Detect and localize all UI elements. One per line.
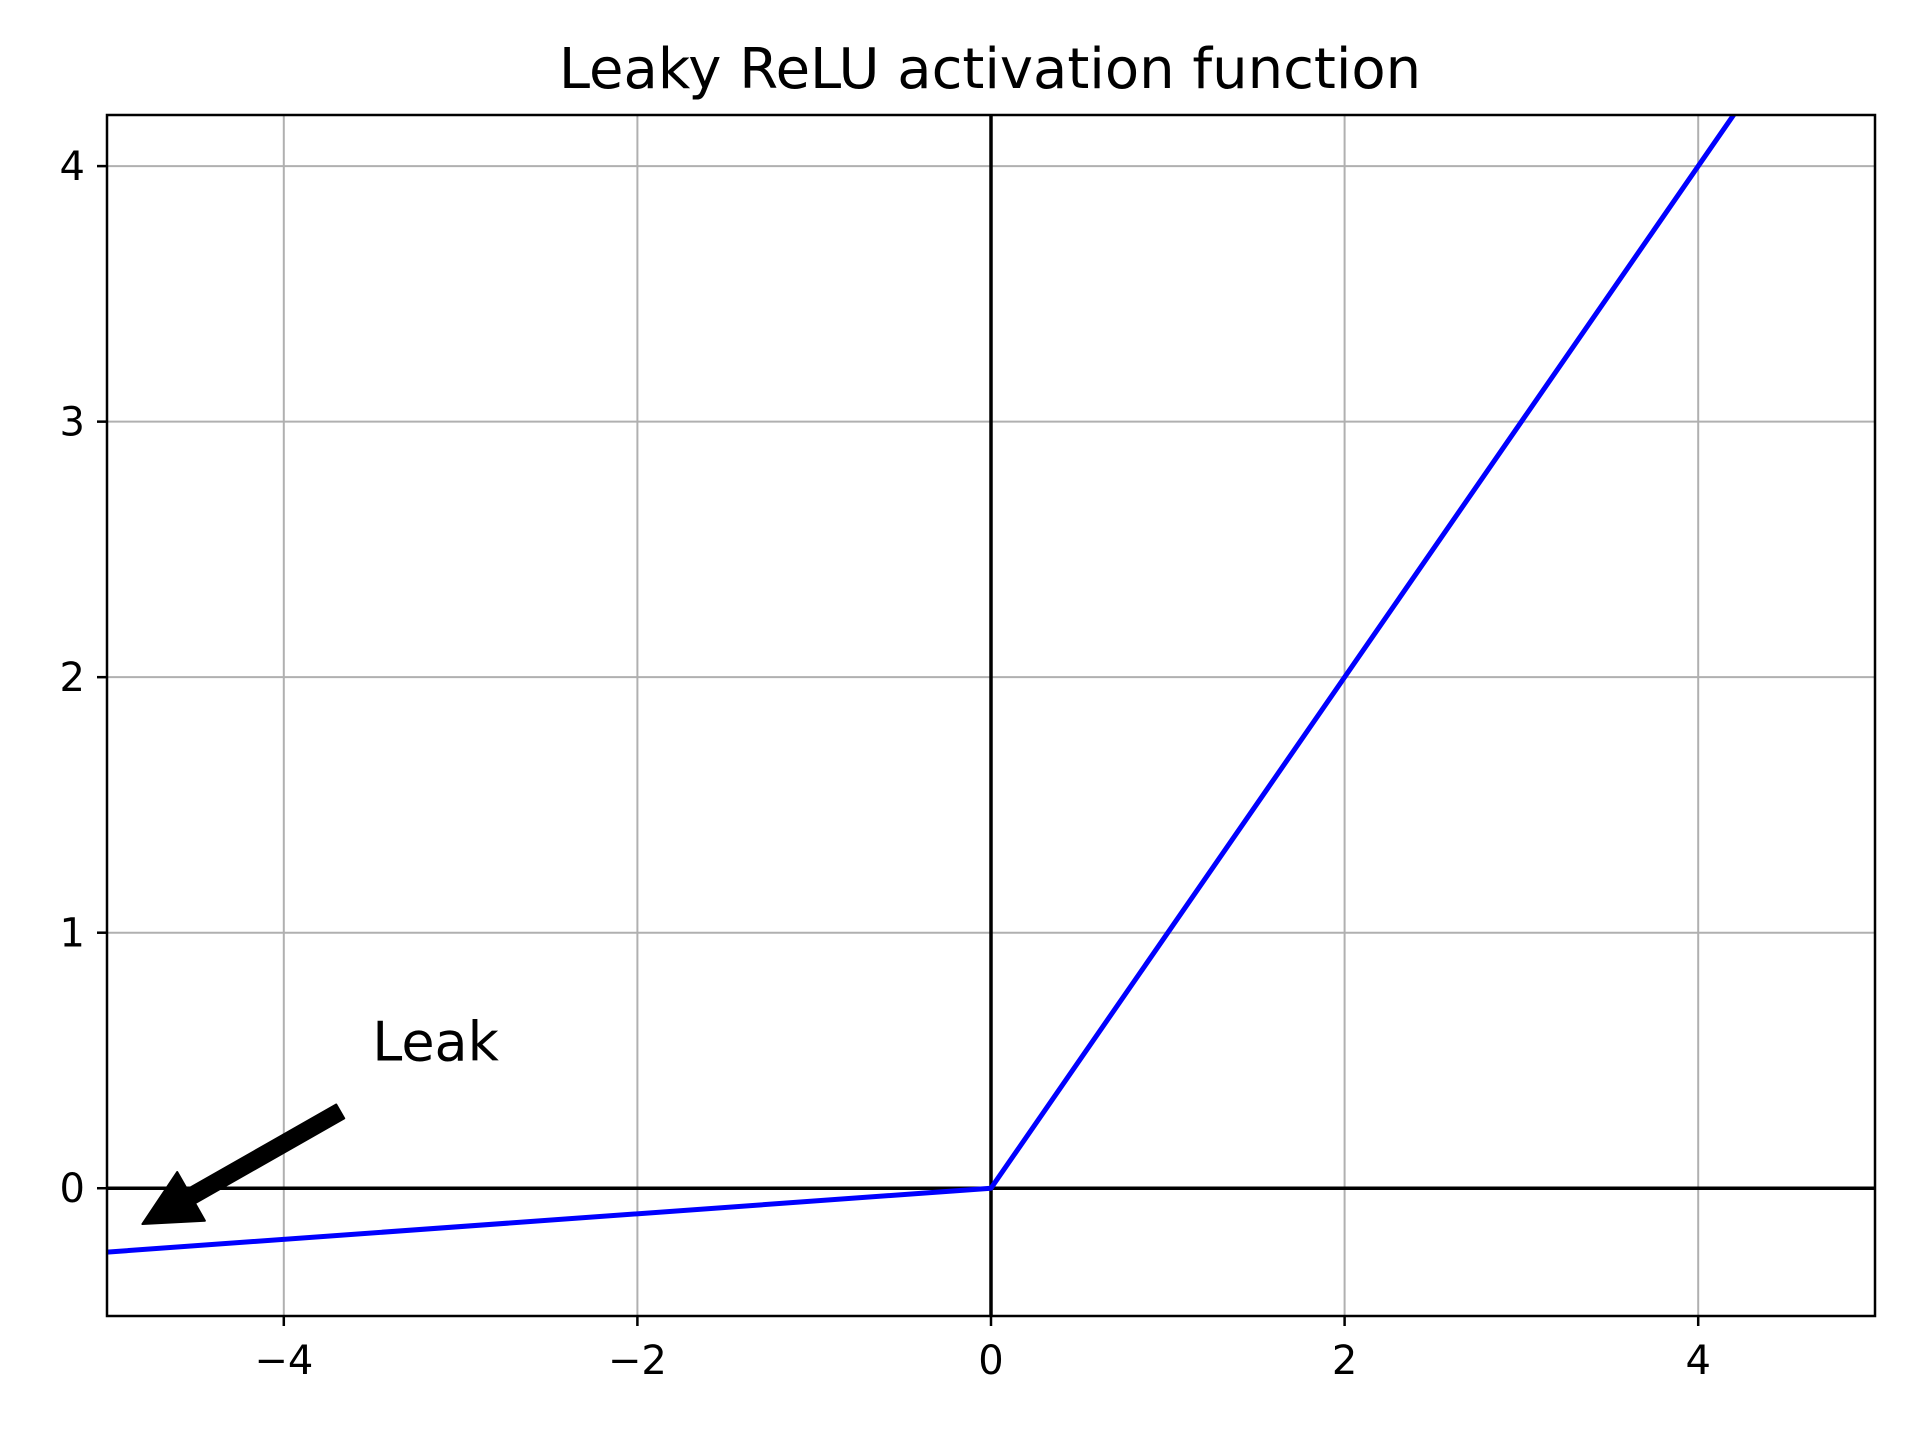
y-tick-label-3: 3 <box>60 400 85 446</box>
y-tick-label-1: 1 <box>60 911 85 957</box>
ticks: −4 −2 0 2 4 0 1 2 3 4 <box>60 144 1711 1384</box>
y-tick-label-2: 2 <box>60 655 85 701</box>
annotation-arrow <box>141 1103 346 1225</box>
x-tick-label-4: 4 <box>1685 1338 1710 1384</box>
annotation-label: Leak <box>372 1010 499 1073</box>
annotation: Leak <box>141 1010 500 1225</box>
x-tick-label-3: 2 <box>1332 1338 1357 1384</box>
series <box>107 115 1737 1255</box>
x-tick-label-1: −2 <box>608 1338 667 1384</box>
x-tick-label-2: 0 <box>978 1338 1003 1384</box>
y-tick-label-4: 4 <box>60 144 85 190</box>
chart-title: Leaky ReLU activation function <box>559 37 1421 102</box>
x-tick-label-0: −4 <box>254 1338 313 1384</box>
y-tick-label-0: 0 <box>60 1166 85 1212</box>
series-line-0 <box>107 115 1737 1255</box>
